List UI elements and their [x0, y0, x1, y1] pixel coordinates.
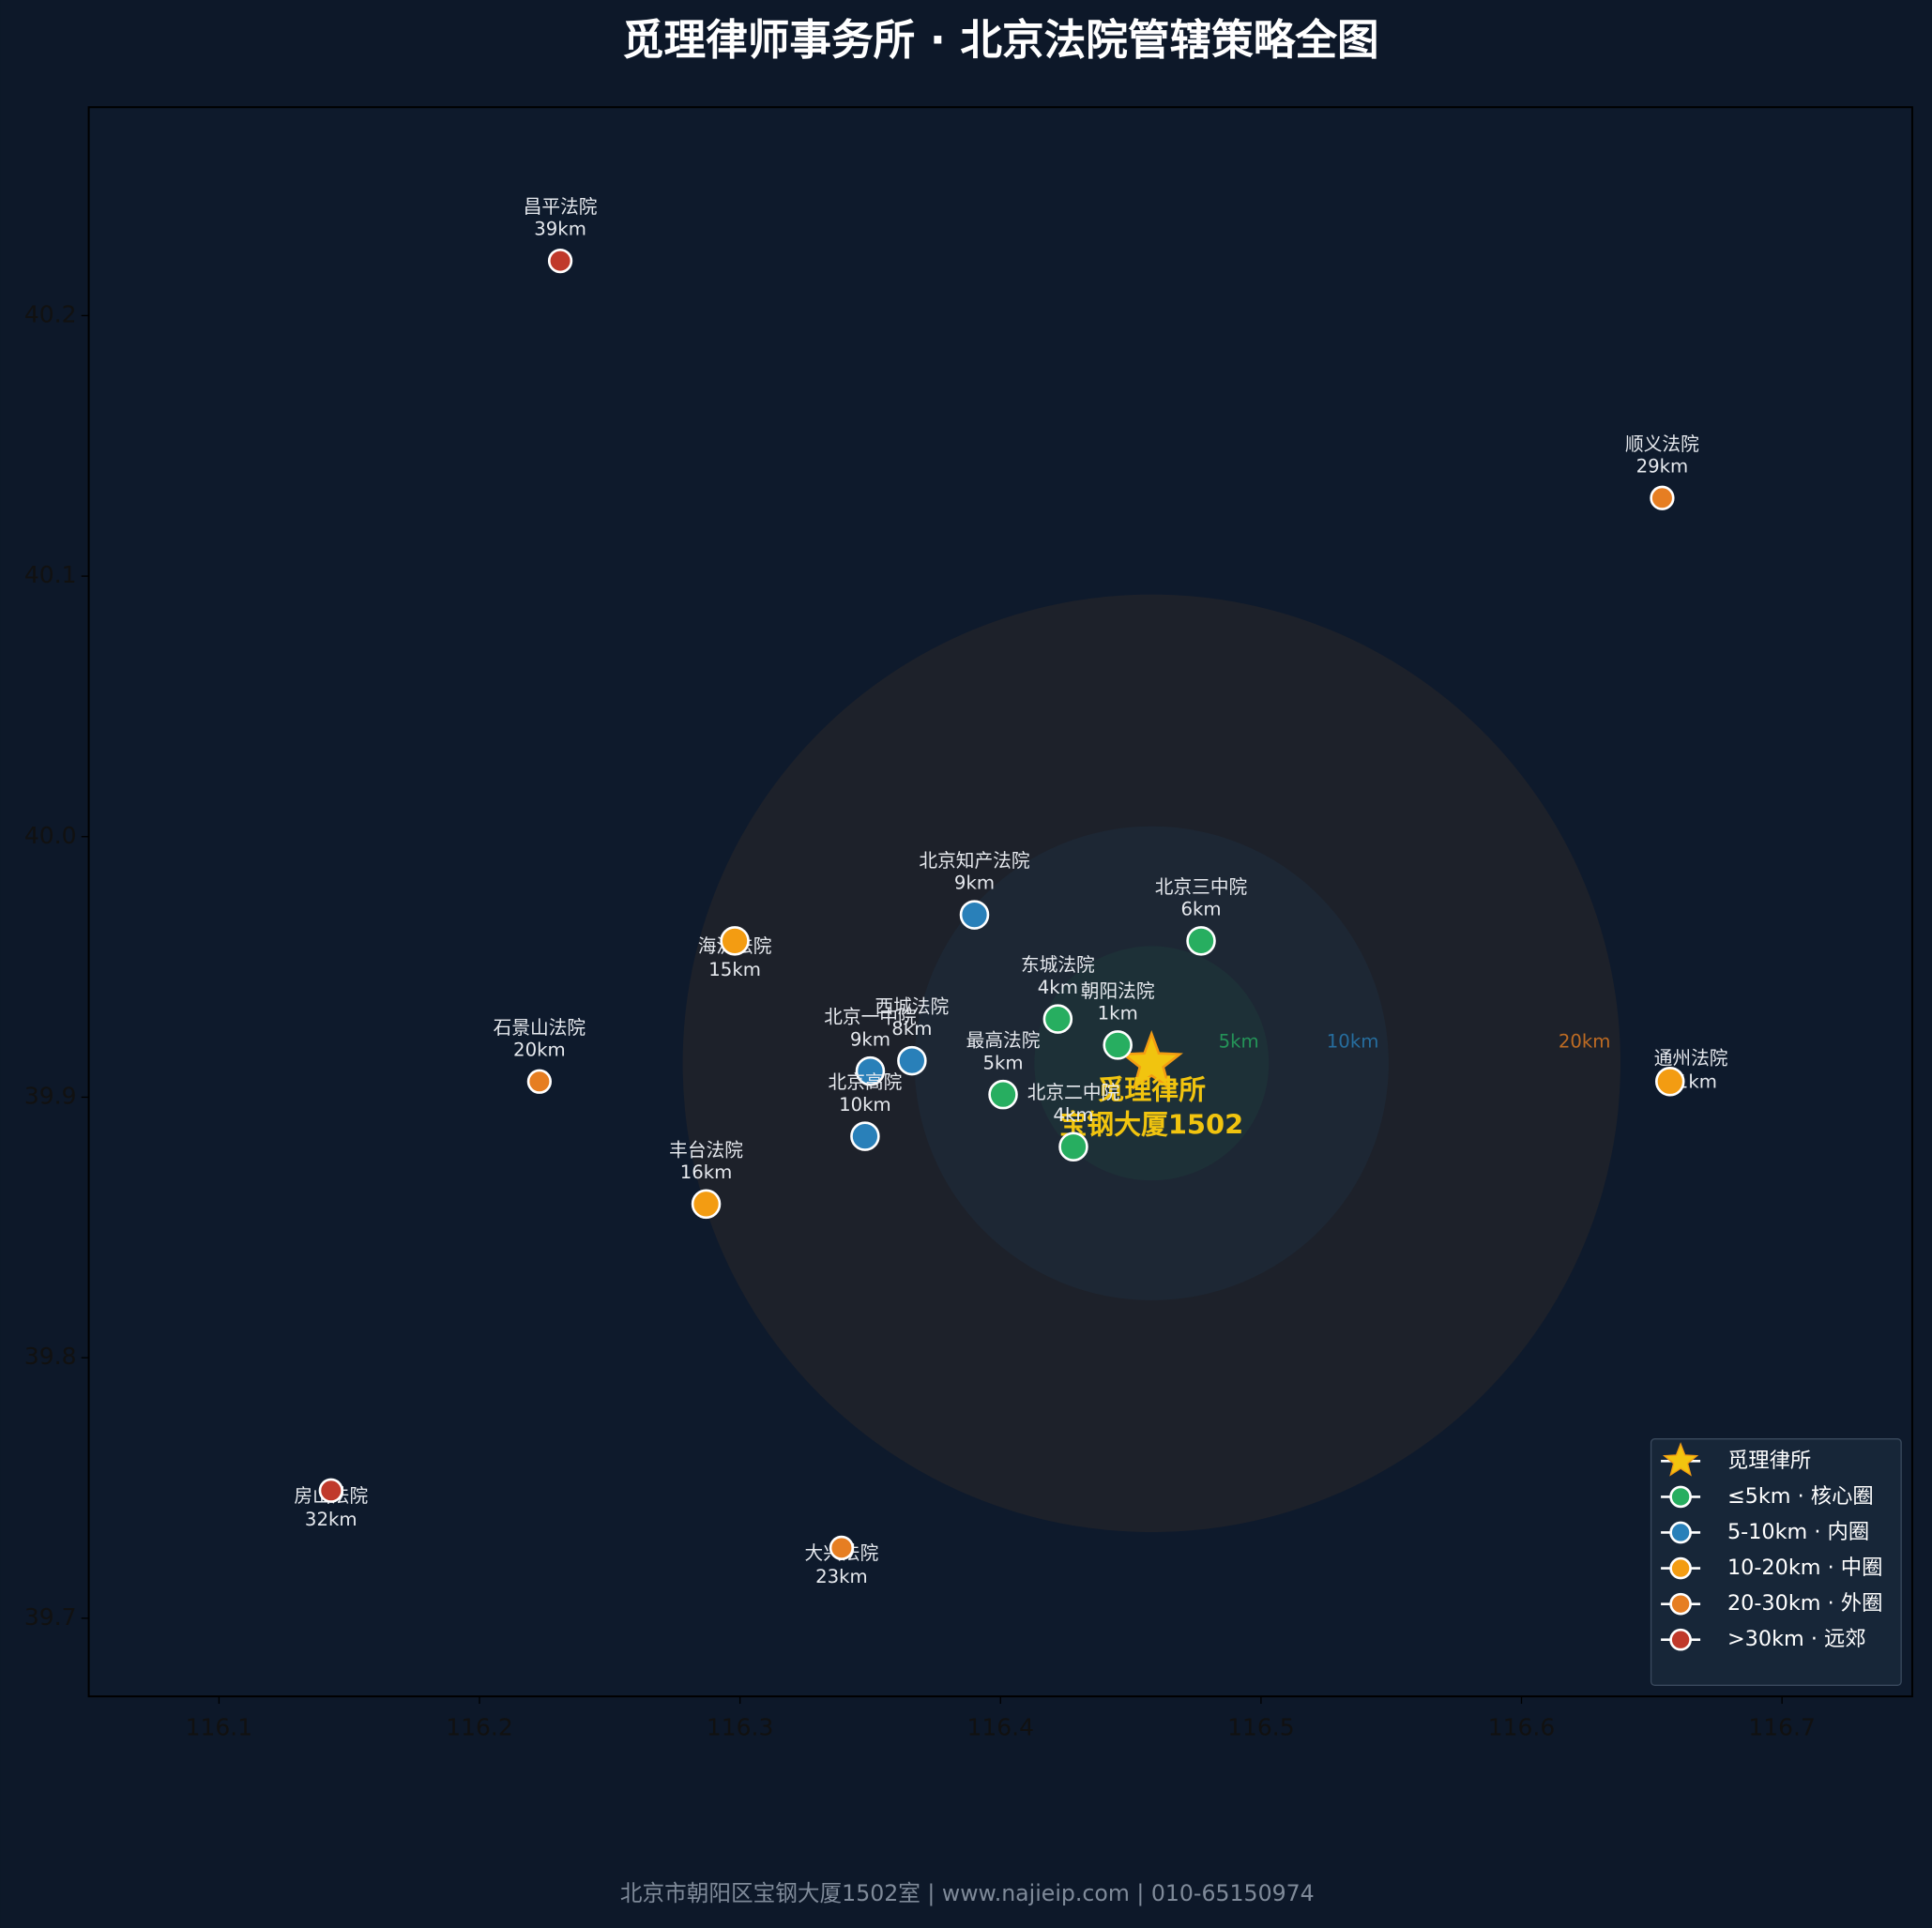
court-name: 北京二中院	[1027, 1082, 1120, 1103]
x-tick-label: 116.2	[446, 1713, 512, 1740]
court-name: 顺义法院	[1625, 433, 1699, 455]
court-marker	[318, 1478, 343, 1503]
court-name: 西城法院	[875, 996, 949, 1018]
court-name: 丰台法院	[669, 1139, 743, 1161]
legend-label: 10-20km · 中圈	[1727, 1556, 1882, 1580]
ring-label: 20km	[1559, 1031, 1611, 1053]
court-marker	[547, 248, 573, 274]
court-marker	[988, 1079, 1018, 1110]
court-distance: 9km	[954, 873, 995, 894]
x-tick-label: 116.3	[707, 1713, 773, 1740]
x-tick-label: 116.4	[967, 1713, 1034, 1740]
court-marker	[1650, 485, 1675, 510]
legend-label: ≤5km · 核心圈	[1727, 1484, 1874, 1509]
ring-label: 10km	[1327, 1031, 1379, 1053]
court-marker	[1042, 1004, 1073, 1034]
court-name: 最高法院	[966, 1030, 1041, 1052]
legend-label: 觅理律所	[1727, 1449, 1811, 1473]
x-tick-label: 116.5	[1227, 1713, 1294, 1740]
x-tick-label: 116.1	[186, 1713, 252, 1740]
court-marker	[1655, 1067, 1685, 1097]
ring-label: 5km	[1219, 1031, 1259, 1053]
legend: 觅理律所 ≤5km · 核心圈 5-10km · 内圈 10-20km · 中圈 20-…	[1650, 1438, 1902, 1686]
court-marker	[855, 1055, 886, 1086]
legend-label: >30km · 远郊	[1727, 1627, 1866, 1651]
firm-marker	[1119, 1030, 1183, 1090]
court-marker	[1058, 1131, 1088, 1161]
chart-title: 觅理律师事务所 · 北京法院管辖策略全图	[622, 16, 1379, 65]
y-tick-label: 39.7	[24, 1603, 77, 1631]
y-tick-label: 40.1	[24, 561, 77, 588]
court-distance: 8km	[891, 1018, 932, 1040]
court-distance: 9km	[850, 1028, 890, 1050]
court-name: 昌平法院	[524, 196, 598, 218]
court-distance: 16km	[680, 1161, 733, 1183]
court-distance: 4km	[1038, 977, 1078, 998]
court-name: 北京知产法院	[919, 850, 1029, 872]
court-distance: 1km	[1098, 1003, 1138, 1025]
court-name: 东城法院	[1021, 954, 1095, 976]
court-marker	[1103, 1030, 1133, 1060]
court-name: 北京三中院	[1155, 876, 1248, 898]
court-name: 北京一中院	[824, 1007, 917, 1028]
court-marker	[720, 926, 750, 956]
firm-address: 宝钢大厦1502	[1059, 1108, 1243, 1140]
y-tick-label: 39.8	[24, 1343, 77, 1370]
legend-marker	[1662, 1442, 1699, 1477]
court-distance: 20km	[513, 1039, 566, 1060]
y-tick-label: 40.0	[24, 822, 77, 849]
court-distance: 39km	[534, 219, 586, 240]
court-name: 北京高院	[829, 1071, 903, 1093]
court-distance: 5km	[982, 1052, 1023, 1073]
court-marker	[850, 1121, 880, 1151]
legend-marker	[1669, 1628, 1692, 1651]
y-tick-label: 40.2	[24, 300, 77, 327]
court-marker	[526, 1069, 552, 1094]
court-distance: 10km	[839, 1094, 891, 1116]
firm-label: 觅理律所	[1098, 1074, 1207, 1106]
court-distance: 32km	[305, 1509, 357, 1530]
court-distance: 23km	[815, 1566, 868, 1587]
plot-area	[87, 106, 1913, 1698]
court-marker	[959, 900, 990, 930]
court-name: 通州法院	[1654, 1048, 1728, 1070]
x-tick-label: 116.7	[1748, 1713, 1815, 1740]
court-distance: 4km	[1053, 1104, 1093, 1126]
legend-box	[1650, 1438, 1902, 1686]
footer: 北京市朝阳区宝钢大厦1502室 | www.najieip.com | 010-…	[620, 1880, 1315, 1906]
x-tick-label: 116.6	[1488, 1713, 1555, 1740]
legend-label: 5-10km · 内圈	[1727, 1520, 1869, 1544]
court-name: 石景山法院	[494, 1017, 586, 1039]
legend-marker	[1669, 1485, 1692, 1509]
court-name: 朝阳法院	[1081, 980, 1155, 1002]
court-distance: 6km	[1180, 899, 1221, 920]
y-tick-label: 39.9	[24, 1082, 77, 1109]
legend-label: 20-30km · 外圈	[1727, 1591, 1882, 1616]
legend-marker	[1669, 1592, 1692, 1616]
court-marker	[691, 1189, 722, 1220]
court-distance: 29km	[1636, 455, 1689, 477]
legend-marker	[1669, 1556, 1692, 1580]
court-marker	[829, 1535, 855, 1560]
court-distance: 15km	[708, 959, 761, 980]
legend-marker	[1669, 1521, 1692, 1544]
court-marker	[1186, 926, 1216, 956]
court-marker	[897, 1045, 927, 1076]
